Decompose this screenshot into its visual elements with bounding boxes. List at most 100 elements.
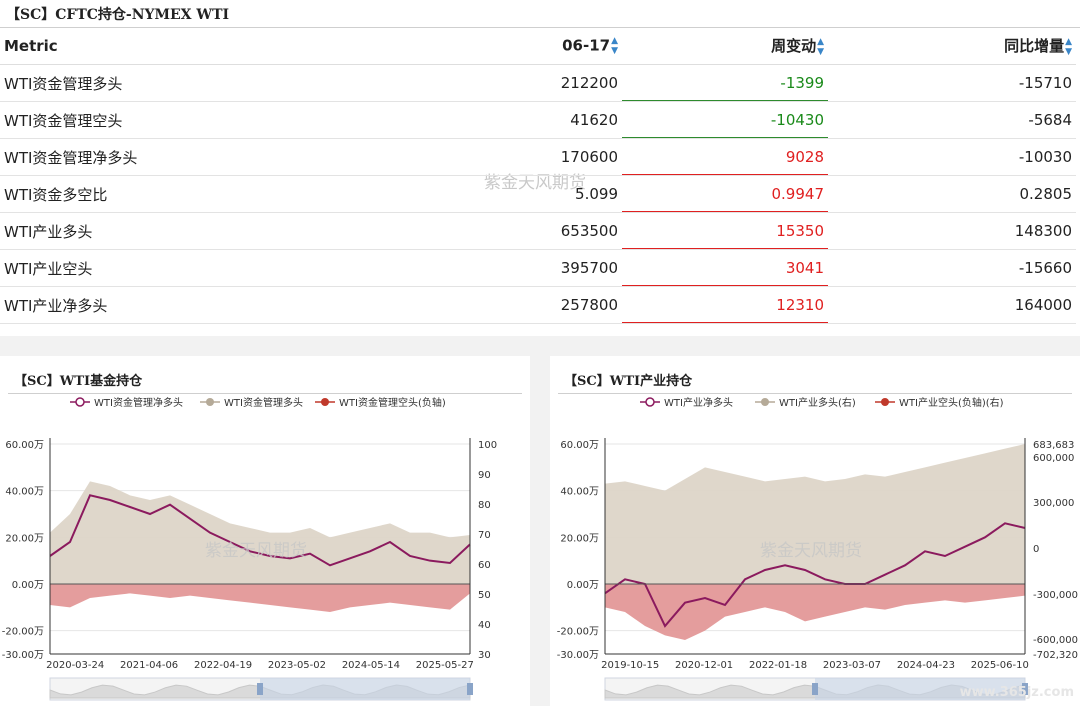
table-header-row: Metric 06-17▲ ▼ 周变动▲ ▼ 同比增量▲ ▼ [0, 28, 1076, 65]
y-right-tick: 50 [478, 590, 491, 601]
y-right-tick: 300,000 [1033, 498, 1074, 509]
x-tick: 2022-04-19 [194, 660, 252, 671]
fund-position-chart[interactable]: WTI资金管理净多头 WTI资金管理多头 WTI资金管理空头(负轴) 60.00万 40… [0, 356, 530, 706]
yoy-cell: -5684 [828, 101, 1076, 139]
y-left-tick: 40.00万 [560, 487, 599, 498]
metric-cell: WTI产业净多头 [0, 286, 360, 324]
series-line [49, 494, 471, 567]
col-header-date[interactable]: 06-17▲ ▼ [360, 28, 622, 65]
legend-marker [645, 397, 655, 407]
legend-label: WTI资金管理空头(负轴) [339, 396, 446, 409]
table-row[interactable]: WTI产业多头 653500 15350 148300 [0, 212, 1076, 250]
metric-cell: WTI产业多头 [0, 212, 360, 250]
cftc-table: Metric 06-17▲ ▼ 周变动▲ ▼ 同比增量▲ ▼ WTI资金管理多头 212… [0, 28, 1076, 324]
legend-label: WTI产业空头(负轴)(右) [899, 396, 1004, 409]
metric-cell: WTI资金管理多头 [0, 64, 360, 102]
x-tick: 2022-01-18 [749, 660, 807, 671]
watermark: 紫金天风期货 [760, 541, 862, 561]
metric-cell: WTI产业空头 [0, 249, 360, 287]
y-right-tick: -300,000 [1033, 590, 1078, 601]
yoy-cell: -15660 [828, 249, 1076, 287]
zoom-selection [260, 678, 470, 700]
y-right-tick: 80 [478, 500, 491, 511]
y-right-tick: 600,000 [1033, 453, 1074, 464]
y-right-tick: 90 [478, 470, 491, 481]
series-line [604, 522, 1026, 628]
zoom-handle [812, 683, 818, 695]
table-row[interactable]: WTI产业净多头 257800 12310 164000 [0, 286, 1076, 324]
y-left-tick: 60.00万 [560, 440, 599, 451]
series-area [50, 584, 470, 612]
week-change-cell: 0.9947 [622, 175, 828, 213]
title-divider [0, 27, 1080, 28]
week-change-cell: -10430 [622, 101, 828, 139]
y-right-tick: 40 [478, 620, 491, 631]
x-tick: 2020-03-24 [46, 660, 104, 671]
week-change-cell: -1399 [622, 64, 828, 102]
value-cell: 41620 [360, 101, 622, 139]
watermark: 紫金天风期货 [205, 541, 307, 561]
table-row[interactable]: WTI资金管理净多头 170600 9028 -10030 [0, 138, 1076, 176]
y-right-tick: 60 [478, 560, 491, 571]
sort-icon[interactable]: ▲ ▼ [817, 36, 824, 57]
legend-label: WTI资金管理多头 [224, 396, 303, 409]
legend-marker [75, 397, 85, 407]
zoom-handle [257, 683, 263, 695]
y-left-tick: -30.00万 [557, 650, 599, 661]
sort-icon[interactable]: ▲ ▼ [611, 36, 618, 56]
week-change-cell: 15350 [622, 212, 828, 250]
x-tick: 2025-05-27 [416, 660, 474, 671]
col-header-metric[interactable]: Metric [0, 28, 360, 65]
legend-marker [321, 398, 329, 406]
value-cell: 212200 [360, 64, 622, 102]
legend-label: WTI产业多头(右) [779, 396, 856, 409]
x-tick: 2023-03-07 [823, 660, 881, 671]
series-area [605, 444, 1025, 584]
y-left-tick: -30.00万 [2, 650, 44, 661]
x-tick: 2019-10-15 [601, 660, 659, 671]
zoom-handle [1022, 683, 1028, 695]
table-row[interactable]: WTI资金管理空头 41620 -10430 -5684 [0, 101, 1076, 139]
yoy-cell: 164000 [828, 286, 1076, 324]
y-right-tick: -600,000 [1033, 635, 1078, 646]
title-divider [558, 393, 1072, 394]
site-watermark: www.365jz.com [959, 685, 1074, 700]
y-left-tick: -20.00万 [2, 627, 44, 638]
x-tick: 2021-04-06 [120, 660, 178, 671]
table-row[interactable]: WTI产业空头 395700 3041 -15660 [0, 249, 1076, 287]
week-change-cell: 9028 [622, 138, 828, 176]
industry-position-panel: 【SC】WTI产业持仓 WTI产业净多头 WTI产业多头(右) WTI产业空头(负轴… [550, 356, 1080, 706]
zoom-handle [467, 683, 473, 695]
chart-title: 【SC】WTI产业持仓 [564, 374, 693, 389]
y-right-tick: -702,320 [1033, 650, 1078, 661]
yoy-cell: 0.2805 [828, 175, 1076, 213]
col-header-week-change[interactable]: 周变动▲ ▼ [622, 28, 828, 65]
zoom-selection [815, 678, 1025, 700]
y-left-tick: 40.00万 [5, 487, 44, 498]
x-tick: 2020-12-01 [675, 660, 733, 671]
y-left-tick: 0.00万 [567, 580, 599, 591]
table-title: 【SC】CFTC持仓-NYMEX WTI [6, 7, 230, 23]
x-tick: 2024-05-14 [342, 660, 400, 671]
metric-cell: WTI资金管理净多头 [0, 138, 360, 176]
table-row[interactable]: WTI资金多空比 5.099 0.9947 0.2805 [0, 175, 1076, 213]
sort-icon[interactable]: ▲ ▼ [1065, 36, 1072, 57]
legend-marker [881, 398, 889, 406]
x-tick: 2023-05-02 [268, 660, 326, 671]
cftc-table-section: 【SC】CFTC持仓-NYMEX WTI 紫金天风期货 Metric 06-17… [0, 0, 1080, 336]
yoy-cell: 148300 [828, 212, 1076, 250]
y-right-tick: 30 [478, 650, 491, 661]
y-left-tick: 60.00万 [5, 440, 44, 451]
value-cell: 653500 [360, 212, 622, 250]
y-left-tick: 20.00万 [5, 533, 44, 544]
y-right-tick: 70 [478, 530, 491, 541]
x-tick: 2024-04-23 [897, 660, 955, 671]
table-row[interactable]: WTI资金管理多头 212200 -1399 -15710 [0, 64, 1076, 102]
legend-label: WTI资金管理净多头 [94, 396, 183, 409]
value-cell: 5.099 [360, 175, 622, 213]
value-cell: 170600 [360, 138, 622, 176]
series-area [605, 584, 1025, 640]
industry-position-chart[interactable]: WTI产业净多头 WTI产业多头(右) WTI产业空头(负轴)(右) 60.00万 40… [550, 356, 1080, 706]
value-cell: 395700 [360, 249, 622, 287]
col-header-yoy[interactable]: 同比增量▲ ▼ [828, 28, 1076, 65]
